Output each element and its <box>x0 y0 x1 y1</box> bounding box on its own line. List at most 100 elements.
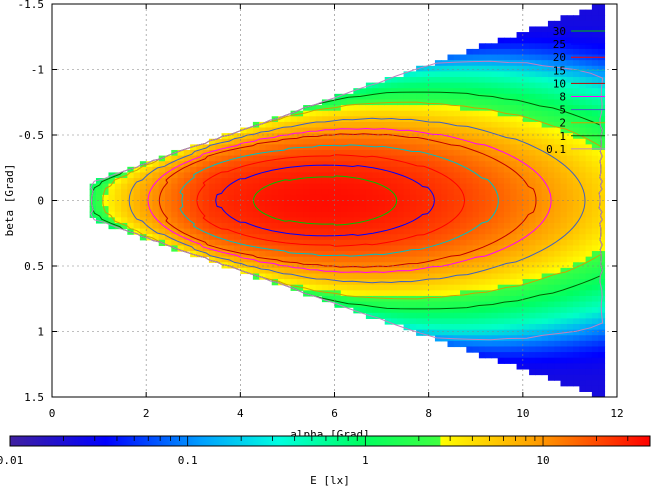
heatmap-cell <box>504 99 511 106</box>
heatmap-cell <box>422 251 430 258</box>
heatmap-cell <box>284 155 292 162</box>
heatmap-cell <box>252 144 260 151</box>
heatmap-cell <box>372 312 380 319</box>
heatmap-cell <box>328 138 336 145</box>
heatmap-cell <box>441 99 449 106</box>
heatmap-cell <box>560 37 568 44</box>
heatmap-cell <box>202 228 210 235</box>
heatmap-cell <box>535 82 543 89</box>
heatmap-cell <box>504 127 511 134</box>
heatmap-cell <box>347 262 354 269</box>
heatmap-cell <box>566 116 574 123</box>
heatmap-cell <box>397 228 405 235</box>
heatmap-cell <box>497 60 505 67</box>
heatmap-cell <box>422 121 430 129</box>
heatmap-cell <box>573 121 580 129</box>
heatmap-cell <box>591 48 599 56</box>
heatmap-cell <box>547 82 555 89</box>
heatmap-cell <box>453 273 461 280</box>
heatmap-cell <box>460 71 467 78</box>
heatmap-cell <box>472 127 480 134</box>
heatmap-cell <box>472 155 480 162</box>
heatmap-cell <box>416 155 423 162</box>
heatmap-cell <box>271 133 279 140</box>
heatmap-cell <box>478 217 486 224</box>
heatmap-cell <box>453 82 461 89</box>
heatmap-cell <box>397 178 405 185</box>
heatmap-cell <box>365 284 373 291</box>
heatmap-cell <box>221 172 229 179</box>
heatmap-cell <box>428 267 436 275</box>
heatmap-cell <box>334 166 342 174</box>
heatmap-cell <box>504 189 511 196</box>
heatmap-cell <box>434 161 442 168</box>
heatmap-cell <box>541 144 549 151</box>
heatmap-cell <box>516 352 524 359</box>
heatmap-cell <box>403 251 411 258</box>
heatmap-cell <box>460 138 467 145</box>
heatmap-cell <box>554 88 562 95</box>
heatmap-cell <box>158 234 166 241</box>
heatmap-cell <box>535 363 543 370</box>
heatmap-cell <box>441 149 449 157</box>
heatmap-cell <box>591 26 599 33</box>
heatmap-cell <box>560 178 568 185</box>
heatmap-cell <box>227 144 235 151</box>
heatmap-cell <box>591 161 599 168</box>
heatmap-cell <box>384 172 392 179</box>
heatmap-cell <box>516 161 524 168</box>
heatmap-cell <box>221 178 229 185</box>
heatmap-cell <box>554 200 562 207</box>
heatmap-cell <box>152 172 160 179</box>
heatmap-cell <box>478 189 486 196</box>
heatmap-cell <box>447 307 455 314</box>
heatmap-cell <box>240 178 248 185</box>
heatmap-cell <box>246 178 254 185</box>
heatmap-cell <box>278 116 285 123</box>
heatmap-cell <box>190 211 197 218</box>
heatmap-cell <box>541 335 549 342</box>
heatmap-cell <box>547 93 555 101</box>
heatmap-cell <box>447 222 455 230</box>
heatmap-cell <box>328 273 336 280</box>
heatmap-cell <box>434 251 442 258</box>
heatmap-cell <box>340 290 348 297</box>
heatmap-cell <box>522 301 530 308</box>
heatmap-cell <box>121 217 128 224</box>
heatmap-cell <box>165 228 172 235</box>
heatmap-cell <box>315 161 323 168</box>
heatmap-cell <box>566 256 574 263</box>
heatmap-cell <box>428 295 436 303</box>
heatmap-cell <box>516 127 524 134</box>
heatmap-cell <box>146 194 154 202</box>
heatmap-cell <box>554 267 562 275</box>
heatmap-cell <box>296 189 304 196</box>
heatmap-cell <box>591 368 599 376</box>
heatmap-cell <box>284 133 292 140</box>
heatmap-cell <box>573 20 580 28</box>
heatmap-cell <box>328 234 336 241</box>
heatmap-cell <box>497 307 505 314</box>
heatmap-cell <box>460 76 467 84</box>
heatmap-cell <box>353 105 361 112</box>
heatmap-cell <box>497 71 505 78</box>
heatmap-cell <box>554 155 562 162</box>
heatmap-cell <box>334 245 342 252</box>
heatmap-cell <box>453 76 461 84</box>
heatmap-cell <box>541 178 549 185</box>
heatmap-cell <box>441 60 449 67</box>
heatmap-cell <box>485 183 493 190</box>
heatmap-cell <box>510 267 518 275</box>
heatmap-cell <box>453 329 461 336</box>
heatmap-cell <box>334 262 342 269</box>
heatmap-cell <box>284 172 292 179</box>
heatmap-cell <box>227 138 235 145</box>
heatmap-cell <box>566 60 574 67</box>
heatmap-cell <box>422 211 430 218</box>
heatmap-cell <box>573 273 580 280</box>
heatmap-cell <box>271 172 279 179</box>
heatmap-cell <box>215 166 223 174</box>
heatmap-cell <box>252 194 260 202</box>
heatmap-cell <box>516 178 524 185</box>
heatmap-cell <box>234 166 241 174</box>
